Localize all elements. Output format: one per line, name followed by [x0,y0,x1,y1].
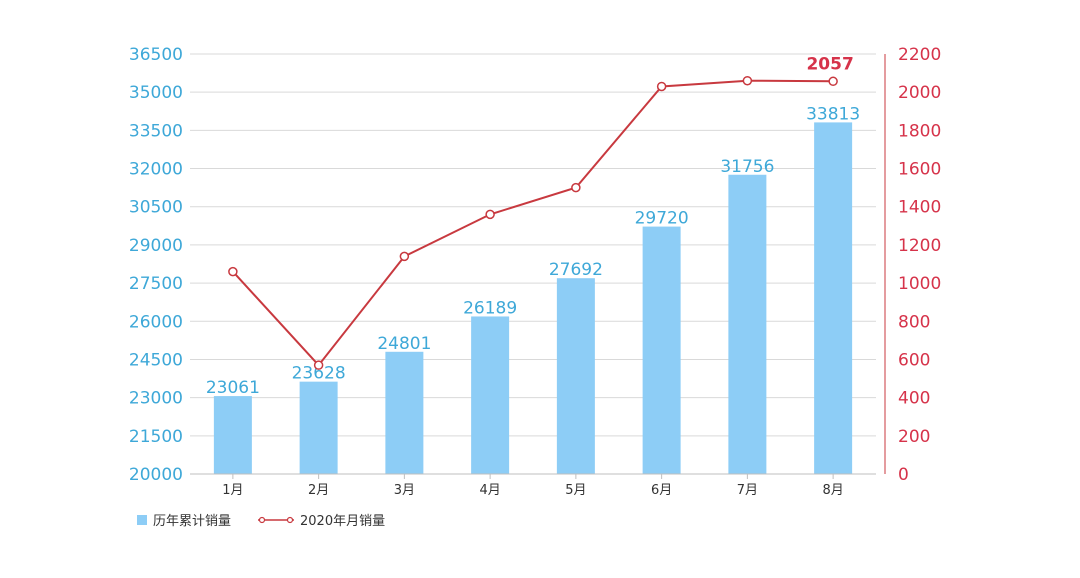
bar [213,396,252,474]
right-tick-label: 1600 [898,160,941,180]
x-tick-label: 7月 [737,483,758,498]
bar-value-label: 26189 [463,298,517,318]
line-point [313,360,324,370]
x-tick-label: 4月 [479,483,500,498]
right-tick-label: 1400 [898,198,941,218]
left-tick-label: 36500 [129,45,183,65]
bar [299,381,338,474]
bar-value-label: 24801 [377,334,431,354]
legend-line-marker-left [258,516,266,524]
bar [385,351,424,474]
x-tick-label: 6月 [651,483,672,498]
bar [556,278,595,474]
left-tick-label: 20000 [129,465,183,485]
line-point [485,209,495,220]
right-tick-label: 600 [898,350,930,370]
x-tick-label: 8月 [822,483,843,498]
legend-line-label: 2020年月销量 [300,514,385,529]
left-tick-label: 33500 [129,121,183,141]
left-tick-label: 27500 [129,274,183,294]
right-tick-label: 1000 [898,274,941,294]
left-tick-label: 29000 [129,236,183,256]
x-tick-label: 3月 [394,483,415,498]
left-tick-label: 21500 [129,427,183,447]
bar [642,226,681,474]
x-tick-label: 2月 [308,483,329,498]
right-tick-label: 400 [898,389,930,409]
legend: 历年累计销量 2020年月销量 [137,514,385,529]
bar-value-label: 31756 [720,157,774,177]
left-tick-label: 30500 [129,198,183,218]
bar [814,122,853,474]
x-tick-label: 5月 [565,483,586,498]
legend-bar-label: 历年累计销量 [153,514,231,529]
bar-series: 23061 23628 24801 26189 27692 29720 31756 33813 [206,104,860,475]
x-tick-label: 1月 [222,483,243,498]
left-tick-label: 23000 [129,389,183,409]
left-tick-label: 32000 [129,160,183,180]
right-tick-label: 2200 [898,45,941,65]
left-axis: 36500 35000 33500 32000 30500 29000 27500 26000… [129,45,183,485]
bar-value-label: 33813 [806,104,860,124]
line-point [656,81,667,92]
line-point [828,76,838,87]
right-tick-label: 1800 [898,121,941,141]
right-tick-label: 2000 [898,83,941,103]
legend-line-marker-right [286,516,294,524]
grid-lines [190,53,876,475]
line-series: 2057 [228,54,854,370]
line-path [232,79,834,367]
line-point [742,75,753,86]
left-tick-label: 26000 [129,312,183,332]
line-value-label: 2057 [806,54,853,74]
bar-value-label: 29720 [635,209,689,229]
line-point [571,182,581,193]
left-tick-label: 35000 [129,83,183,103]
right-tick-label: 800 [898,312,930,332]
line-point [399,251,410,262]
line-point [228,266,238,277]
bar-value-label: 27692 [549,260,603,280]
legend-bar-swatch [137,515,147,525]
right-tick-label: 0 [898,465,909,485]
right-tick-label: 200 [898,427,930,447]
bar [471,316,510,474]
x-axis: 1月 2月 3月 4月 5月 6月 7月 8月 [190,473,876,498]
left-tick-label: 24500 [129,350,183,370]
bar-value-label: 23061 [206,378,260,398]
bar [728,174,767,475]
bar-value-label: 23628 [292,364,346,384]
right-axis: 2200200018001600140012001000800600400200… [884,45,941,485]
right-tick-label: 1200 [898,236,941,256]
